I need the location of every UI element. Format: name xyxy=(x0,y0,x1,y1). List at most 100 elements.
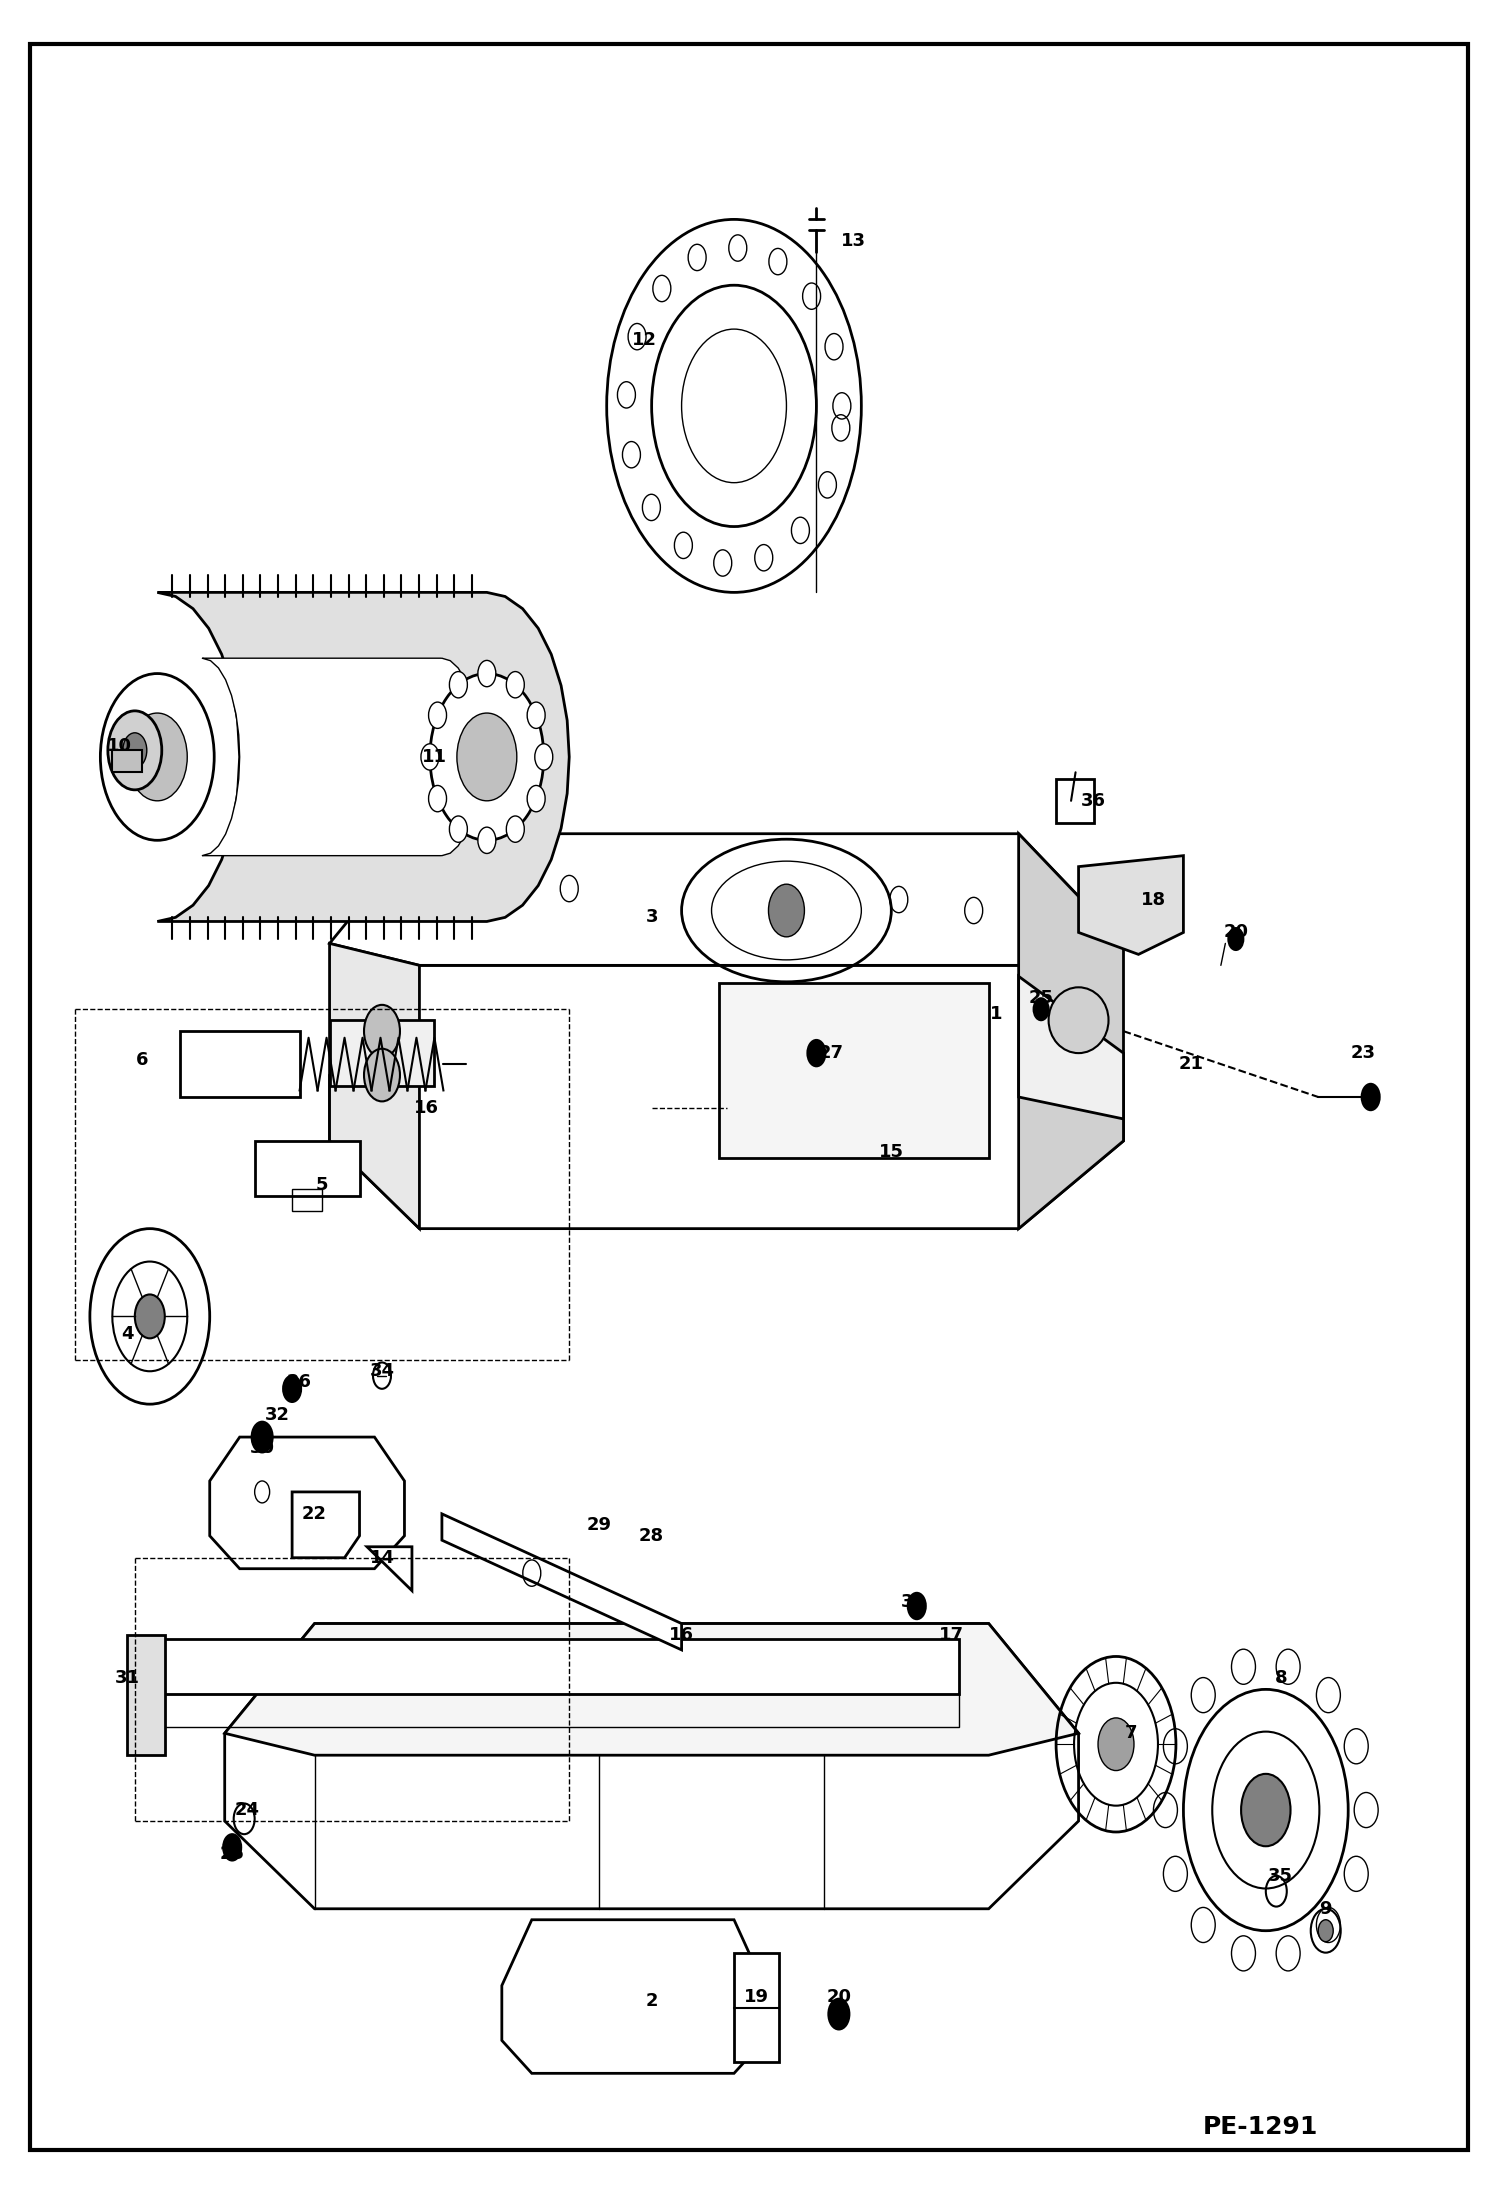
Circle shape xyxy=(283,1376,301,1402)
Text: 34: 34 xyxy=(370,1362,394,1380)
Polygon shape xyxy=(225,1624,1079,1755)
Text: 32: 32 xyxy=(265,1406,289,1424)
Polygon shape xyxy=(292,1492,360,1558)
Circle shape xyxy=(1240,1773,1291,1847)
Circle shape xyxy=(1191,1907,1215,1942)
Text: 9: 9 xyxy=(1320,1900,1332,1918)
Circle shape xyxy=(127,713,187,801)
Text: 20: 20 xyxy=(827,1988,851,2005)
Circle shape xyxy=(449,816,467,842)
Circle shape xyxy=(1354,1792,1378,1828)
Circle shape xyxy=(1344,1729,1368,1764)
Text: 3: 3 xyxy=(646,908,658,926)
Text: 11: 11 xyxy=(422,748,446,766)
Circle shape xyxy=(428,702,446,728)
Circle shape xyxy=(123,733,147,768)
Bar xyxy=(112,750,142,772)
Circle shape xyxy=(1231,1935,1255,1970)
Text: 6: 6 xyxy=(136,1051,148,1068)
Circle shape xyxy=(908,1593,926,1619)
Text: 10: 10 xyxy=(108,737,132,755)
Circle shape xyxy=(768,884,804,937)
Polygon shape xyxy=(502,1920,764,2073)
Circle shape xyxy=(527,702,545,728)
Polygon shape xyxy=(1019,834,1124,1229)
Circle shape xyxy=(430,674,544,840)
Circle shape xyxy=(421,744,439,770)
Text: 1: 1 xyxy=(990,1005,1002,1022)
Bar xyxy=(135,1694,959,1727)
Text: 35: 35 xyxy=(1269,1867,1293,1885)
Text: 18: 18 xyxy=(1141,891,1165,908)
Bar xyxy=(127,1635,165,1755)
Text: 31: 31 xyxy=(115,1670,139,1687)
Polygon shape xyxy=(225,1624,1079,1909)
Text: 22: 22 xyxy=(303,1505,327,1523)
Text: PE-1291: PE-1291 xyxy=(1203,2115,1318,2139)
Circle shape xyxy=(1276,1650,1300,1685)
Circle shape xyxy=(478,660,496,687)
Circle shape xyxy=(223,1834,241,1861)
Polygon shape xyxy=(202,658,479,856)
Circle shape xyxy=(478,827,496,853)
Circle shape xyxy=(807,1040,825,1066)
Polygon shape xyxy=(1019,976,1124,1119)
Text: 19: 19 xyxy=(745,1988,768,2005)
Text: 21: 21 xyxy=(1179,1055,1203,1073)
Ellipse shape xyxy=(1049,987,1109,1053)
Bar xyxy=(734,1953,779,2062)
Bar xyxy=(135,1639,959,1694)
Text: 27: 27 xyxy=(819,1044,843,1062)
Polygon shape xyxy=(330,1020,434,1086)
Text: 26: 26 xyxy=(288,1373,312,1391)
Circle shape xyxy=(457,713,517,801)
Text: 12: 12 xyxy=(632,331,656,349)
Text: 16: 16 xyxy=(415,1099,439,1117)
Circle shape xyxy=(100,674,214,840)
Polygon shape xyxy=(210,1437,404,1569)
Bar xyxy=(1056,779,1094,823)
Circle shape xyxy=(364,1049,400,1101)
Text: 4: 4 xyxy=(121,1325,133,1343)
Circle shape xyxy=(1362,1084,1380,1110)
Text: 17: 17 xyxy=(939,1626,963,1643)
Text: 7: 7 xyxy=(1125,1724,1137,1742)
Circle shape xyxy=(252,1422,273,1452)
Circle shape xyxy=(828,1999,849,2029)
Bar xyxy=(719,983,989,1158)
Text: 15: 15 xyxy=(879,1143,903,1161)
Circle shape xyxy=(449,671,467,698)
Circle shape xyxy=(1231,1650,1255,1685)
Circle shape xyxy=(506,816,524,842)
Circle shape xyxy=(527,785,545,812)
Circle shape xyxy=(1164,1856,1188,1891)
Circle shape xyxy=(1317,1907,1341,1942)
Text: 33: 33 xyxy=(902,1593,926,1610)
Text: 25: 25 xyxy=(1029,989,1053,1007)
Circle shape xyxy=(506,671,524,698)
Circle shape xyxy=(1276,1935,1300,1970)
Circle shape xyxy=(428,785,446,812)
Text: 16: 16 xyxy=(670,1626,694,1643)
Text: 28: 28 xyxy=(640,1527,664,1545)
Polygon shape xyxy=(330,965,1124,1229)
Circle shape xyxy=(1228,928,1243,950)
Circle shape xyxy=(1344,1856,1368,1891)
Polygon shape xyxy=(367,1547,412,1591)
Bar xyxy=(255,1141,360,1196)
Circle shape xyxy=(1317,1678,1341,1714)
Text: 13: 13 xyxy=(842,233,866,250)
Text: 8: 8 xyxy=(1275,1670,1287,1687)
Text: 30: 30 xyxy=(250,1439,274,1457)
Text: 25: 25 xyxy=(220,1845,244,1863)
Text: 20: 20 xyxy=(1224,924,1248,941)
Text: 24: 24 xyxy=(235,1801,259,1819)
Circle shape xyxy=(535,744,553,770)
Polygon shape xyxy=(330,834,1124,965)
Text: 5: 5 xyxy=(316,1176,328,1194)
Circle shape xyxy=(1034,998,1049,1020)
Text: 29: 29 xyxy=(587,1516,611,1534)
Circle shape xyxy=(108,711,162,790)
Text: 14: 14 xyxy=(370,1549,394,1567)
Polygon shape xyxy=(157,592,569,921)
